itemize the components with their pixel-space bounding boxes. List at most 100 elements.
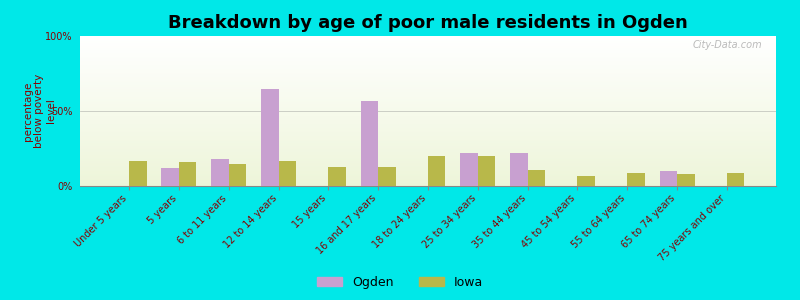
Bar [211, 159, 229, 186]
Bar [80, 101, 776, 102]
Bar [80, 116, 776, 117]
Bar [80, 81, 776, 82]
Bar [80, 115, 776, 116]
Bar [80, 39, 776, 40]
Bar [80, 70, 776, 71]
Bar [80, 51, 776, 52]
Bar [80, 76, 776, 77]
Bar [80, 130, 776, 131]
Bar [80, 37, 776, 38]
Bar [80, 96, 776, 97]
Bar [80, 185, 776, 186]
Bar [80, 85, 776, 86]
Bar [80, 162, 776, 163]
Bar [80, 48, 776, 49]
Bar [80, 184, 776, 185]
Bar [80, 36, 776, 37]
Bar [80, 47, 776, 48]
Bar [80, 78, 776, 79]
Bar [80, 111, 776, 112]
Bar [80, 172, 776, 173]
Bar [80, 131, 776, 132]
Bar [80, 94, 776, 95]
Bar [80, 156, 776, 157]
Bar [80, 169, 776, 170]
Bar [80, 138, 776, 139]
Bar [80, 55, 776, 56]
Bar [80, 93, 776, 94]
Bar [80, 45, 776, 46]
Bar [80, 92, 776, 93]
Bar [578, 176, 595, 186]
Bar [80, 62, 776, 63]
Bar [378, 167, 396, 186]
Bar [80, 66, 776, 67]
Bar [80, 136, 776, 137]
Bar [80, 104, 776, 105]
Bar [727, 172, 744, 186]
Bar [80, 142, 776, 143]
Bar [162, 168, 179, 186]
Bar [80, 105, 776, 106]
Bar [80, 124, 776, 125]
Bar [80, 118, 776, 119]
Bar [80, 159, 776, 160]
Legend: Ogden, Iowa: Ogden, Iowa [312, 271, 488, 294]
Bar [80, 171, 776, 172]
Bar [80, 151, 776, 152]
Bar [80, 100, 776, 101]
Bar [80, 119, 776, 120]
Bar [80, 178, 776, 179]
Bar [80, 77, 776, 78]
Bar [80, 139, 776, 140]
Bar [660, 171, 677, 186]
Bar [80, 82, 776, 83]
Bar [80, 74, 776, 75]
Bar [80, 123, 776, 124]
Bar [80, 108, 776, 109]
Bar [80, 168, 776, 169]
Bar [80, 126, 776, 127]
Bar [80, 83, 776, 84]
Bar [80, 75, 776, 76]
Bar [229, 164, 246, 186]
Bar [80, 125, 776, 126]
Bar [80, 144, 776, 145]
Bar [80, 54, 776, 55]
Bar [80, 85, 776, 86]
Title: Breakdown by age of poor male residents in Ogden: Breakdown by age of poor male residents … [168, 14, 688, 32]
Bar [278, 160, 296, 186]
Bar [80, 90, 776, 91]
Bar [460, 153, 478, 186]
Bar [80, 110, 776, 111]
Bar [80, 102, 776, 103]
Bar [80, 50, 776, 51]
Bar [80, 166, 776, 167]
Bar [80, 84, 776, 85]
Bar [627, 172, 645, 186]
Bar [80, 87, 776, 88]
Bar [80, 152, 776, 153]
Bar [80, 154, 776, 155]
Bar [261, 88, 278, 186]
Bar [80, 153, 776, 154]
Bar [80, 57, 776, 58]
Bar [80, 56, 776, 57]
Bar [80, 167, 776, 168]
Bar [428, 156, 446, 186]
Bar [80, 72, 776, 73]
Bar [80, 52, 776, 53]
Bar [80, 80, 776, 81]
Bar [80, 158, 776, 159]
Bar [80, 53, 776, 54]
Bar [80, 148, 776, 149]
Bar [80, 107, 776, 108]
Bar [80, 118, 776, 119]
Bar [179, 162, 196, 186]
Bar [80, 64, 776, 65]
Y-axis label: percentage
below poverty
level: percentage below poverty level [22, 74, 56, 148]
Bar [80, 63, 776, 64]
Bar [80, 68, 776, 69]
Bar [80, 40, 776, 41]
Bar [80, 42, 776, 43]
